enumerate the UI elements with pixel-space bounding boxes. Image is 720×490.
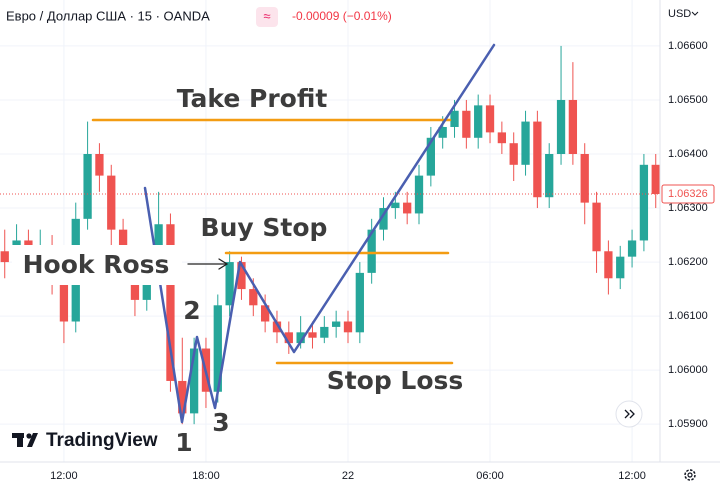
take-profit-label: Take Profit xyxy=(177,84,328,113)
candle-body xyxy=(178,380,187,414)
x-tick-label: 18:00 xyxy=(192,470,220,482)
candle-body xyxy=(213,305,222,392)
candle-body xyxy=(556,99,566,154)
currency[interactable]: USD xyxy=(668,8,691,20)
arrow-head xyxy=(218,258,229,270)
candle-body xyxy=(260,305,270,322)
candle-body xyxy=(308,332,317,338)
candle-body xyxy=(379,208,388,230)
candle-body xyxy=(154,224,163,263)
candle-body xyxy=(580,154,589,203)
candle-body xyxy=(272,321,282,333)
candle-body xyxy=(545,154,554,198)
candle-body xyxy=(604,251,613,279)
y-tick-label: 1.06000 xyxy=(668,364,708,376)
candle-body xyxy=(355,272,364,333)
candle-body xyxy=(497,132,507,144)
symbol-title: Евро / Доллар США · 15 · OANDA xyxy=(6,8,210,23)
y-tick-label: 1.06400 xyxy=(668,148,708,160)
candle-body xyxy=(320,326,329,338)
y-tick-label: 1.06300 xyxy=(668,202,708,214)
candle-body xyxy=(474,105,483,138)
candle-body xyxy=(332,321,341,327)
zigzag-line xyxy=(143,43,496,424)
candle-body xyxy=(568,99,578,154)
point-label: 1 xyxy=(175,428,192,457)
stop-loss-label: Stop Loss xyxy=(327,366,464,395)
candle-body xyxy=(403,202,412,214)
hook-box xyxy=(12,245,182,285)
candle-body xyxy=(225,262,234,306)
candle-body xyxy=(426,137,435,176)
badge[interactable]: ≈ xyxy=(263,8,270,23)
candle-body xyxy=(166,224,175,381)
candle-body xyxy=(639,164,649,241)
y-tick-label: 1.06600 xyxy=(668,40,708,52)
x-tick-label: 12:00 xyxy=(618,470,646,482)
candle-body xyxy=(627,240,637,257)
candle-body xyxy=(343,321,353,333)
point-label: 2 xyxy=(183,296,200,325)
candle-body xyxy=(651,164,660,194)
point-label: 3 xyxy=(212,408,229,437)
candle-body xyxy=(59,278,69,322)
candle-body xyxy=(391,202,400,209)
settings-icon[interactable] xyxy=(687,472,693,478)
candle-body xyxy=(521,121,530,165)
candle-body xyxy=(0,251,9,263)
candle-body xyxy=(367,229,376,273)
settings-icon[interactable] xyxy=(684,469,696,481)
candle-body xyxy=(83,154,92,219)
x-tick-label: 06:00 xyxy=(476,470,504,482)
candle-body xyxy=(462,110,471,138)
last-price-box xyxy=(661,184,715,204)
candle-body xyxy=(592,202,601,252)
candle-body xyxy=(189,348,199,414)
buy-stop-label: Buy Stop xyxy=(201,213,328,242)
candle-body xyxy=(485,105,495,133)
candle-body xyxy=(107,175,116,230)
badge-box[interactable] xyxy=(256,7,278,27)
candle-body xyxy=(616,256,625,279)
candle-body xyxy=(284,332,293,344)
scroll-icon[interactable] xyxy=(624,409,630,419)
y-tick-label: 1.05900 xyxy=(668,418,708,430)
last-price-label: 1.06326 xyxy=(668,188,708,200)
candle-body xyxy=(509,143,518,165)
y-tick-label: 1.06200 xyxy=(668,256,708,268)
brand-name: TradingView xyxy=(46,430,158,451)
x-tick-label: 22 xyxy=(342,470,354,482)
candle-body xyxy=(533,121,542,198)
y-tick-label: 1.06500 xyxy=(668,94,708,106)
currency-chevron[interactable] xyxy=(691,11,699,16)
candle-body xyxy=(450,110,459,127)
candle-body xyxy=(249,289,258,306)
candle-body xyxy=(438,126,447,138)
scroll-icon[interactable] xyxy=(629,409,635,419)
y-tick-label: 1.06100 xyxy=(668,310,708,322)
candle-body xyxy=(296,332,305,344)
candle-body xyxy=(414,175,424,214)
candle-body xyxy=(95,154,104,176)
candle-body xyxy=(237,262,246,290)
price-change: -0.00009 (−0.01%) xyxy=(292,9,392,23)
brand-logo xyxy=(12,433,38,447)
drawings xyxy=(91,43,496,424)
hook-label: Hook Ross xyxy=(23,250,170,279)
x-tick-label: 12:00 xyxy=(50,470,78,482)
